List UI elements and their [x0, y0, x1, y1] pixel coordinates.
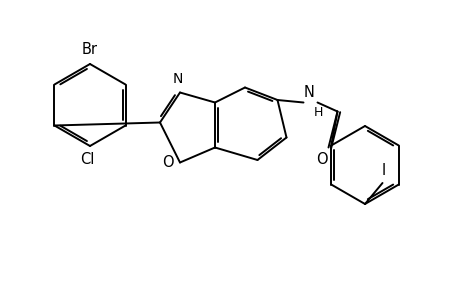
Text: N: N — [303, 85, 314, 100]
Text: Cl: Cl — [80, 152, 95, 167]
Text: O: O — [162, 155, 174, 170]
Text: N: N — [172, 72, 182, 86]
Text: H: H — [313, 106, 323, 119]
Text: O: O — [315, 152, 327, 166]
Text: Br: Br — [82, 43, 98, 58]
Text: I: I — [381, 163, 385, 178]
